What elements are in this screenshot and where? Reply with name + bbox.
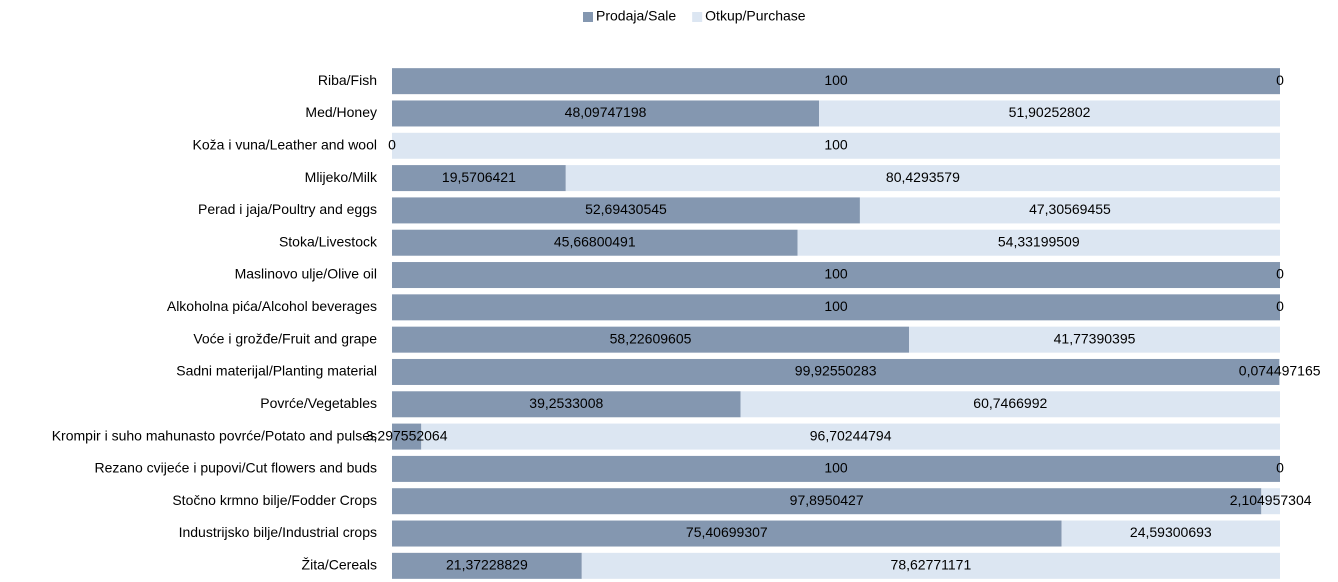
data-label: 0,074497165 [1239, 363, 1321, 379]
data-label: 58,22609605 [610, 330, 692, 346]
bar-segment [581, 552, 1280, 579]
category-label: Voće i grožđe/Fruit and grape [193, 330, 377, 346]
data-label: 96,70244794 [810, 427, 892, 443]
category-label: Industrijsko bilje/Industrial crops [179, 524, 377, 540]
data-label: 100 [824, 266, 848, 282]
bar-segment [392, 488, 1262, 515]
category-label: Riba/Fish [318, 72, 377, 88]
category-label: Povrće/Vegetables [260, 395, 377, 411]
bar-segment [392, 423, 422, 450]
bar-segment [909, 326, 1280, 353]
bar-segment [1061, 520, 1280, 547]
data-label: 3,297552064 [366, 427, 448, 443]
bar-segment [392, 294, 1280, 321]
data-label: 21,37228829 [446, 557, 528, 573]
category-label: Stočno krmno bilje/Fodder Crops [172, 492, 377, 508]
bar-segment [819, 100, 1280, 127]
bar-segment [565, 165, 1280, 192]
data-label: 0 [1276, 460, 1284, 476]
data-label: 45,66800491 [554, 233, 636, 249]
category-label: Perad i jaja/Poultry and eggs [198, 201, 377, 217]
legend-label: Prodaja/Sale [596, 8, 676, 24]
bar-segment [392, 68, 1280, 95]
data-label: 52,69430545 [585, 201, 667, 217]
bar-segment [392, 520, 1062, 547]
legend-swatch [583, 12, 593, 22]
data-label: 0 [388, 136, 396, 152]
category-label: Rezano cvijeće i pupovi/Cut flowers and … [95, 460, 378, 476]
category-label: Maslinovo ulje/Olive oil [235, 266, 377, 282]
category-label: Alkoholna pića/Alcohol beverages [167, 298, 377, 314]
bar-segment [392, 552, 582, 579]
bar-segment [421, 423, 1281, 450]
bar-segment [392, 358, 1280, 385]
data-label: 100 [824, 72, 848, 88]
data-label: 100 [824, 136, 848, 152]
data-label: 51,90252802 [1009, 104, 1091, 120]
bar-segment [392, 197, 860, 224]
bar-segment [392, 165, 566, 192]
bar-segment [392, 455, 1280, 482]
data-label: 54,33199509 [998, 233, 1080, 249]
bar-segment [392, 262, 1280, 289]
bar-segment [392, 326, 910, 353]
data-label: 60,7466992 [973, 395, 1047, 411]
category-label: Žita/Cereals [302, 557, 377, 573]
data-label: 78,62771171 [891, 557, 972, 573]
data-label: 97,8950427 [790, 492, 864, 508]
bar-segment [392, 229, 798, 256]
bar-segment [1279, 358, 1280, 385]
data-label: 80,4293579 [886, 169, 960, 185]
data-label: 19,5706421 [442, 169, 516, 185]
data-label: 0 [1276, 298, 1284, 314]
bar-segment [859, 197, 1280, 224]
data-label: 41,77390395 [1054, 330, 1136, 346]
bar-segment [797, 229, 1280, 256]
data-label: 47,30569455 [1029, 201, 1111, 217]
data-label: 100 [824, 460, 848, 476]
category-label: Koža i vuna/Leather and wool [193, 136, 377, 152]
legend-label: Otkup/Purchase [705, 8, 806, 24]
data-label: 100 [824, 298, 848, 314]
category-label: Stoka/Livestock [279, 233, 378, 249]
category-label: Sadni materijal/Planting material [176, 363, 377, 379]
data-label: 0 [1276, 72, 1284, 88]
bar-segment [392, 391, 741, 418]
data-label: 24,59300693 [1130, 524, 1212, 540]
data-label: 0 [1276, 266, 1284, 282]
data-label: 2,104957304 [1230, 492, 1312, 508]
bar-segment [392, 100, 820, 127]
category-label: Med/Honey [305, 104, 377, 120]
category-label: Mlijeko/Milk [305, 169, 378, 185]
bar-segment [1261, 488, 1280, 515]
data-label: 48,09747198 [565, 104, 647, 120]
data-label: 99,92550283 [795, 363, 877, 379]
data-label: 39,2533008 [529, 395, 603, 411]
category-label: Krompir i suho mahunasto povrće/Potato a… [52, 427, 377, 443]
bar-segment [392, 132, 1280, 159]
data-label: 75,40699307 [686, 524, 768, 540]
bar-segment [740, 391, 1280, 418]
legend-swatch [692, 12, 703, 22]
